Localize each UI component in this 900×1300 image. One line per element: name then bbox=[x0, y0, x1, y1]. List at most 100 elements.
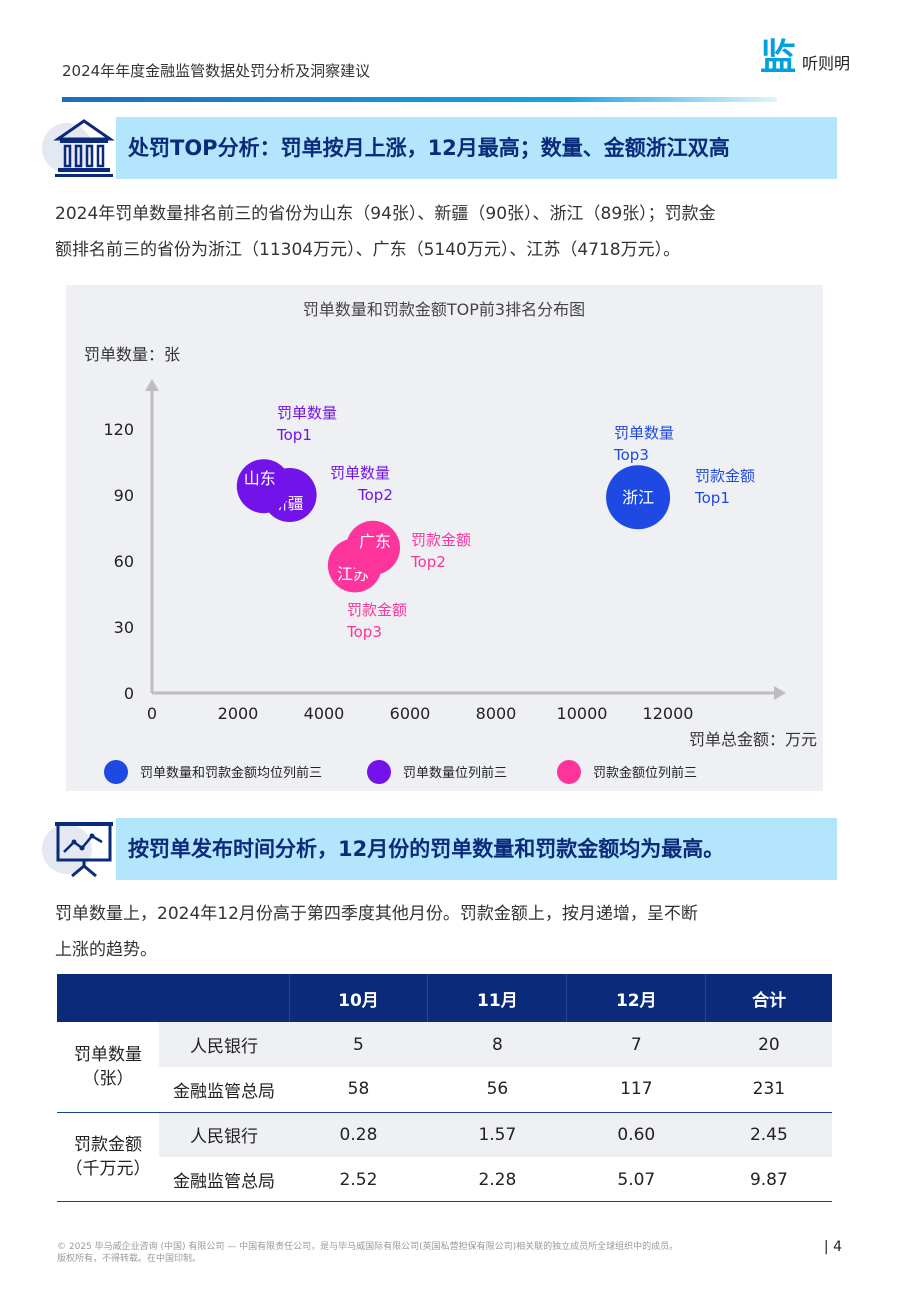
section2-paragraph-line2: 上涨的趋势。 bbox=[55, 940, 157, 960]
legend-label: 罚款金额位列前三 bbox=[593, 765, 697, 781]
legend-label: 罚单数量和罚款金额均位列前三 bbox=[140, 765, 322, 781]
row-label: 金融监管总局 bbox=[173, 1172, 275, 1192]
header-gradient-bar bbox=[62, 97, 777, 102]
table-cell: 2.52 bbox=[339, 1169, 378, 1190]
table-cell: 231 bbox=[752, 1079, 786, 1100]
footer-line2: 版权所有，不得转载。在中国印制。 bbox=[57, 1254, 202, 1264]
footer-copyright: © 2025 毕马威企业咨询 (中国) 有限公司 — 中国有限责任公司，是与毕马… bbox=[57, 1241, 777, 1265]
table-row: 金融监管总局 58 56 117 231 bbox=[57, 1067, 832, 1112]
table-cell: 7 bbox=[566, 1022, 706, 1067]
table-row: 金融监管总局 2.52 2.28 5.07 9.87 bbox=[57, 1157, 832, 1202]
logo-mark: 监 bbox=[759, 37, 796, 78]
table-header-cell: 合计 bbox=[705, 974, 832, 1022]
row-label: 金融监管总局 bbox=[173, 1081, 275, 1102]
row-group-label-line2: （千万元） bbox=[65, 1159, 151, 1180]
x-tick-label: 6000 bbox=[390, 704, 431, 723]
presentation-chart-icon bbox=[55, 822, 113, 878]
y-tick-label: 60 bbox=[114, 552, 134, 571]
section1-paragraph-line1: 2024年罚单数量排名前三的省份为山东（94张）、新疆（90张）、浙江（89张）… bbox=[55, 204, 716, 224]
x-tick-label: 4000 bbox=[304, 704, 345, 723]
data-point-label: 广东 bbox=[359, 532, 391, 551]
x-tick-label: 0 bbox=[147, 704, 157, 723]
row-group-label: 罚单数量 （张） bbox=[57, 1022, 159, 1112]
legend-swatch bbox=[367, 760, 391, 784]
legend-swatch bbox=[104, 760, 128, 784]
annotation-rank: Top2 bbox=[410, 553, 446, 571]
table-cell: 56 bbox=[486, 1079, 509, 1100]
table-bottom-rule bbox=[57, 1201, 832, 1202]
data-point bbox=[236, 459, 291, 514]
annotation-rank: Top1 bbox=[276, 426, 312, 444]
table-cell: 2.45 bbox=[705, 1111, 832, 1157]
row-group-label: 罚款金额 （千万元） bbox=[57, 1111, 159, 1202]
annotation-rank: Top3 bbox=[613, 446, 649, 464]
section1-title-band bbox=[116, 117, 837, 179]
x-tick-label: 10000 bbox=[557, 704, 608, 723]
annotation-label: 罚款金额 bbox=[695, 467, 755, 485]
section2-heading: 按罚单发布时间分析，12月份的罚单数量和罚款金额均为最高。 bbox=[42, 818, 837, 880]
row-group-label-line2: （张） bbox=[82, 1068, 134, 1089]
annotation-rank: Top3 bbox=[346, 623, 382, 641]
y-axis-label: 罚单数量：张 bbox=[84, 345, 180, 364]
y-tick-label: 30 bbox=[114, 618, 134, 637]
table-cell: 1.57 bbox=[427, 1111, 567, 1157]
table-cell: 5.07 bbox=[617, 1169, 656, 1190]
annotation-label: 罚单数量 bbox=[277, 404, 337, 422]
table-cell: 58 bbox=[347, 1079, 370, 1100]
legend-label: 罚单数量位列前三 bbox=[403, 765, 507, 781]
brand-logo: 监 听则明 bbox=[760, 38, 850, 78]
scatter-chart: 罚单数量和罚款金额TOP前3排名分布图 罚单数量：张 罚单总金额：万元 0 200… bbox=[66, 285, 823, 791]
y-tick-label: 120 bbox=[103, 420, 134, 439]
page-number: | 4 bbox=[823, 1239, 842, 1255]
y-axis-arrow bbox=[145, 379, 159, 391]
annotation-label: 罚单数量 bbox=[330, 464, 390, 482]
bank-building-icon bbox=[53, 119, 115, 177]
table-cell: 2.28 bbox=[478, 1169, 517, 1190]
annotation-label: 罚款金额 bbox=[347, 601, 407, 619]
x-tick-label: 12000 bbox=[643, 704, 694, 723]
table-cell: 5 bbox=[289, 1022, 428, 1067]
table-header-row: 10月 11月 12月 合计 bbox=[57, 974, 832, 1022]
table-cell: 0.60 bbox=[566, 1111, 706, 1157]
monthly-penalty-table: 10月 11月 12月 合计 罚单数量 （张） 人民银行 5 8 7 20 金融… bbox=[57, 974, 832, 1202]
section2-paragraph: 罚单数量上，2024年12月份高于第四季度其他月份。罚款金额上，按月递增，呈不断… bbox=[55, 896, 845, 968]
section2-paragraph-line1: 罚单数量上，2024年12月份高于第四季度其他月份。罚款金额上，按月递增，呈不断 bbox=[55, 904, 698, 924]
x-axis-arrow bbox=[774, 686, 786, 700]
annotation-label: 罚款金额 bbox=[411, 531, 471, 549]
row-group-label-line1: 罚单数量 bbox=[74, 1044, 142, 1065]
x-tick-label: 8000 bbox=[476, 704, 517, 723]
table-cell: 9.87 bbox=[749, 1169, 788, 1190]
section1-heading: 处罚TOP分析：罚单按月上涨，12月最高；数量、金额浙江双高 bbox=[42, 117, 837, 179]
logo-text: 听则明 bbox=[801, 54, 850, 73]
annotation-rank: Top2 bbox=[357, 486, 393, 504]
section2-title: 按罚单发布时间分析，12月份的罚单数量和罚款金额均为最高。 bbox=[128, 837, 725, 861]
data-point bbox=[346, 520, 401, 575]
table-row: 罚款金额 （千万元） 人民银行 0.28 1.57 0.60 2.45 bbox=[57, 1111, 832, 1202]
table-header-cell: 10月 bbox=[289, 974, 429, 1022]
page-header-title: 2024年年度金融监管数据处罚分析及洞察建议 bbox=[62, 62, 371, 80]
chart-svg: 罚单数量和罚款金额TOP前3排名分布图 罚单数量：张 罚单总金额：万元 0 200… bbox=[84, 300, 817, 784]
legend-swatch bbox=[557, 760, 581, 784]
table-cell: 0.28 bbox=[289, 1111, 428, 1157]
table-header-cell: 11月 bbox=[427, 974, 568, 1022]
data-point-label: 浙江 bbox=[622, 488, 654, 507]
footer-line1: © 2025 毕马威企业咨询 (中国) 有限公司 — 中国有限责任公司，是与毕马… bbox=[57, 1242, 679, 1252]
annotation-rank: Top1 bbox=[694, 489, 730, 507]
section1-title: 处罚TOP分析：罚单按月上涨，12月最高；数量、金额浙江双高 bbox=[128, 136, 730, 160]
table-row: 罚单数量 （张） 人民银行 5 8 7 20 bbox=[57, 1022, 832, 1112]
y-tick-label: 90 bbox=[114, 486, 134, 505]
chart-title: 罚单数量和罚款金额TOP前3排名分布图 bbox=[303, 300, 585, 319]
section1-paragraph: 2024年罚单数量排名前三的省份为山东（94张）、新疆（90张）、浙江（89张）… bbox=[55, 196, 845, 268]
row-group-label-line1: 罚款金额 bbox=[74, 1135, 142, 1156]
data-point bbox=[606, 465, 671, 530]
annotation-label: 罚单数量 bbox=[614, 424, 674, 442]
table-cell: 8 bbox=[427, 1022, 567, 1067]
table-header-cell: 12月 bbox=[566, 974, 707, 1022]
table-cell: 117 bbox=[620, 1079, 653, 1100]
section2-title-band bbox=[116, 818, 837, 880]
section1-paragraph-line2: 额排名前三的省份为浙江（11304万元）、广东（5140万元）、江苏（4718万… bbox=[55, 240, 681, 260]
x-axis-label: 罚单总金额：万元 bbox=[689, 730, 817, 749]
data-point-label: 山东 bbox=[244, 469, 276, 488]
x-tick-label: 2000 bbox=[218, 704, 259, 723]
table-header-blank bbox=[57, 974, 290, 1022]
